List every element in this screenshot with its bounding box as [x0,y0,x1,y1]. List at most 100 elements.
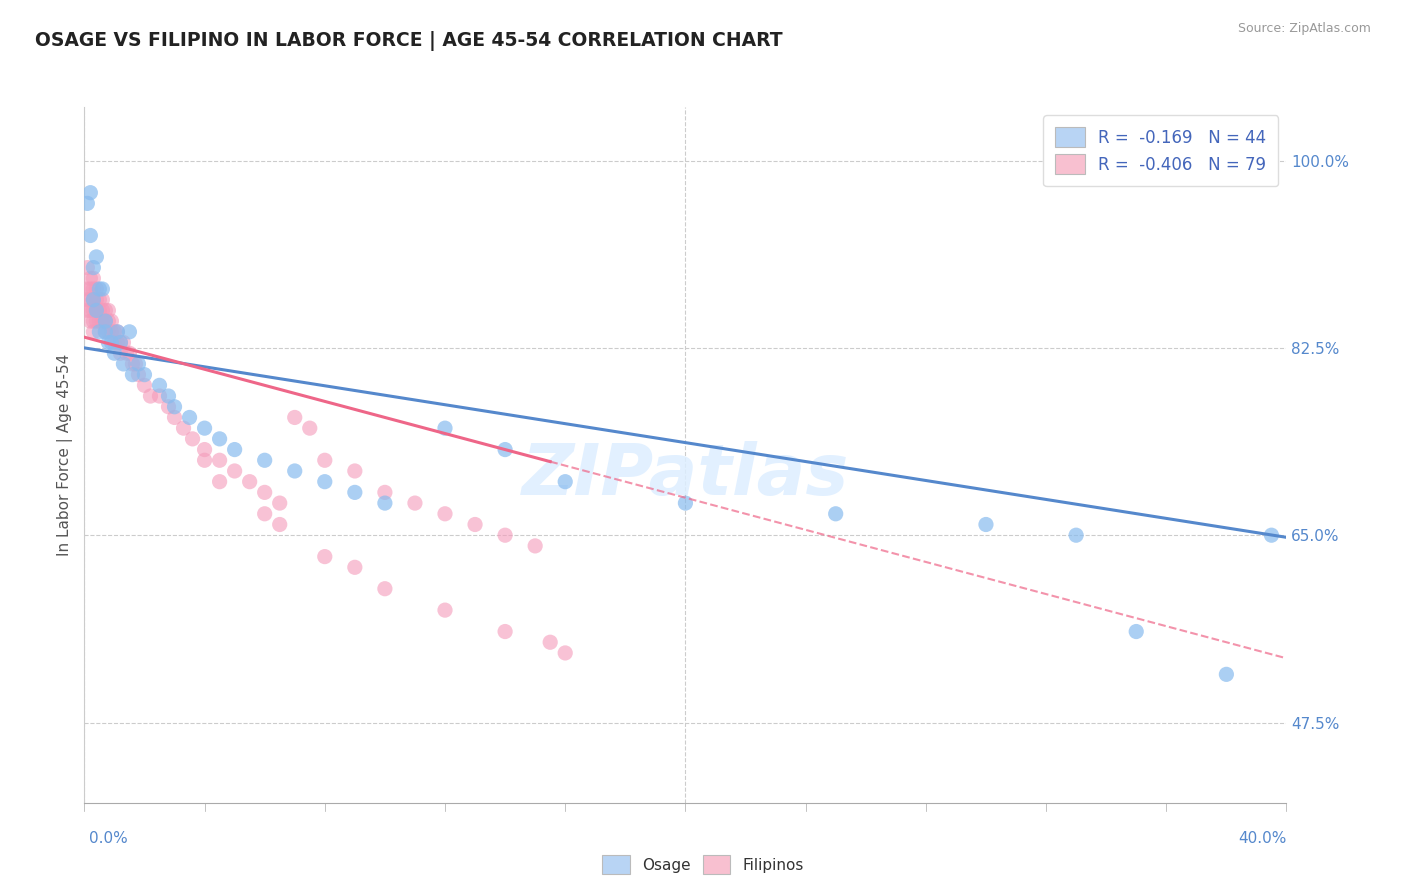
Point [284,464,307,478]
Point [107,335,129,350]
Text: 40.0%: 40.0% [1239,831,1286,846]
Point [100,325,122,339]
Point [79,303,101,318]
Point [194,421,217,435]
Point [314,475,336,489]
Point [127,357,149,371]
Point [179,410,201,425]
Point [824,507,846,521]
Point [163,400,186,414]
Point [103,335,125,350]
Point [374,485,396,500]
Point [554,646,576,660]
Point [464,517,486,532]
Point [110,335,132,350]
Point [115,346,138,360]
Point [134,378,156,392]
Point [94,314,117,328]
Point [121,357,143,371]
Point [173,421,195,435]
Point [314,453,336,467]
Point [82,314,104,328]
Point [208,475,231,489]
Point [86,293,108,307]
Point [86,303,108,318]
Point [100,314,122,328]
Point [675,496,697,510]
Point [86,314,108,328]
Point [91,314,114,328]
Point [298,421,321,435]
Point [89,314,111,328]
Point [79,293,101,307]
Text: Source: ZipAtlas.com: Source: ZipAtlas.com [1237,22,1371,36]
Point [224,442,246,457]
Point [89,325,111,339]
Point [79,314,101,328]
Point [76,293,98,307]
Point [538,635,561,649]
Point [1215,667,1237,681]
Point [82,293,104,307]
Point [91,293,114,307]
Point [79,282,101,296]
Point [974,517,997,532]
Point [148,378,170,392]
Point [107,325,129,339]
Point [194,453,217,467]
Point [1260,528,1282,542]
Point [79,186,101,200]
Point [86,250,108,264]
Point [139,389,162,403]
Point [110,335,132,350]
Point [79,271,101,285]
Point [86,282,108,296]
Point [404,496,426,510]
Point [163,410,186,425]
Point [97,314,120,328]
Point [94,325,117,339]
Point [91,303,114,318]
Point [253,453,276,467]
Point [76,282,98,296]
Text: OSAGE VS FILIPINO IN LABOR FORCE | AGE 45-54 CORRELATION CHART: OSAGE VS FILIPINO IN LABOR FORCE | AGE 4… [35,31,783,51]
Point [1125,624,1147,639]
Point [110,346,132,360]
Point [94,314,117,328]
Point [94,325,117,339]
Point [494,528,516,542]
Point [224,464,246,478]
Point [97,303,120,318]
Point [79,228,101,243]
Point [112,357,135,371]
Point [89,282,111,296]
Point [208,432,231,446]
Point [157,400,180,414]
Point [103,346,125,360]
Point [157,389,180,403]
Text: 0.0%: 0.0% [89,831,128,846]
Point [314,549,336,564]
Point [554,475,576,489]
Point [181,432,204,446]
Point [269,517,291,532]
Point [97,325,120,339]
Point [82,325,104,339]
Point [82,293,104,307]
Point [253,507,276,521]
Point [253,485,276,500]
Point [82,271,104,285]
Point [524,539,547,553]
Point [94,303,117,318]
Point [76,196,98,211]
Point [194,442,217,457]
Point [434,421,457,435]
Y-axis label: In Labor Force | Age 45-54: In Labor Force | Age 45-54 [58,354,73,556]
Point [374,496,396,510]
Point [112,335,135,350]
Point [494,624,516,639]
Point [208,453,231,467]
Point [239,475,262,489]
Legend: R =  -0.169   N = 44, R =  -0.406   N = 79: R = -0.169 N = 44, R = -0.406 N = 79 [1043,115,1278,186]
Text: ZIPatlas: ZIPatlas [522,442,849,510]
